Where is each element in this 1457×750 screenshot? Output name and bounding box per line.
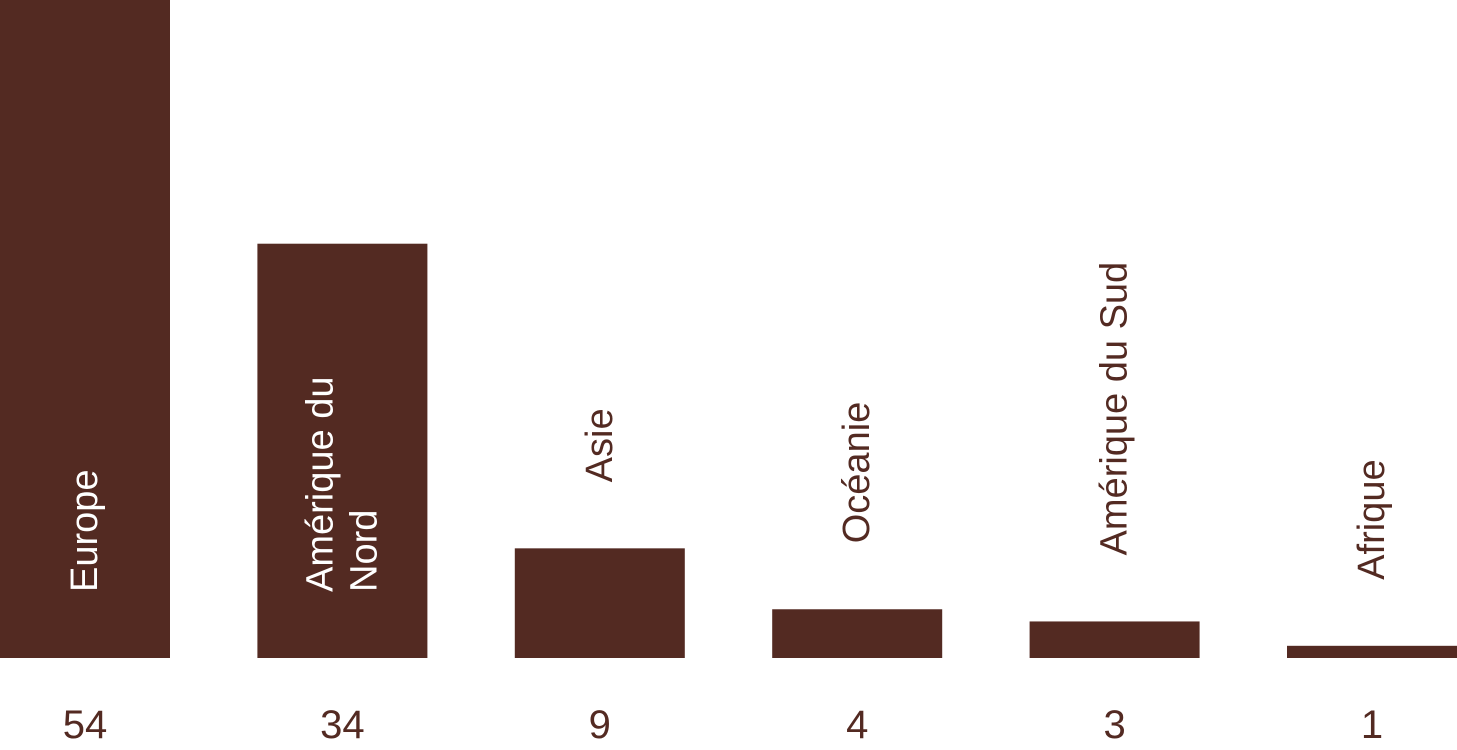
- category-labels-group: Europe Amérique du Nord Asie Océanie Amérique…: [64, 262, 1393, 592]
- category-label-line: Afrique: [1351, 459, 1393, 579]
- category-label-line: Océanie: [836, 402, 878, 544]
- bar-asie: [514, 548, 685, 658]
- category-label-amerique-du-sud: Amérique du Sud: [1094, 262, 1136, 556]
- bar-oceanie: [772, 609, 943, 658]
- value-label-asie: 9: [589, 703, 611, 747]
- category-label-line: Nord: [343, 510, 385, 592]
- category-label-line: Europe: [64, 469, 106, 592]
- category-label-line: Asie: [579, 408, 621, 482]
- bars-group: [0, 0, 1457, 658]
- bar-afrique: [1287, 645, 1457, 658]
- bar-amerique-du-sud: [1029, 621, 1200, 658]
- value-label-afrique: 1: [1361, 703, 1383, 747]
- category-label-line: Amérique du Sud: [1094, 262, 1136, 556]
- category-label-amerique-du-nord: Amérique du Nord: [299, 377, 385, 592]
- value-labels-group: 54 34 9 4 3 1: [63, 703, 1383, 747]
- category-label-afrique: Afrique: [1351, 459, 1393, 579]
- value-label-amerique-du-nord: 34: [320, 703, 365, 747]
- value-label-oceanie: 4: [846, 703, 868, 747]
- value-label-europe: 54: [63, 703, 108, 747]
- category-label-line: Amérique du: [299, 377, 341, 592]
- category-label-asie: Asie: [579, 408, 621, 482]
- bar-amerique-du-nord: [257, 243, 428, 658]
- value-label-amerique-du-sud: 3: [1103, 703, 1125, 747]
- bar-europe: [0, 0, 170, 658]
- category-label-europe: Europe: [64, 469, 106, 592]
- category-label-oceanie: Océanie: [836, 402, 878, 544]
